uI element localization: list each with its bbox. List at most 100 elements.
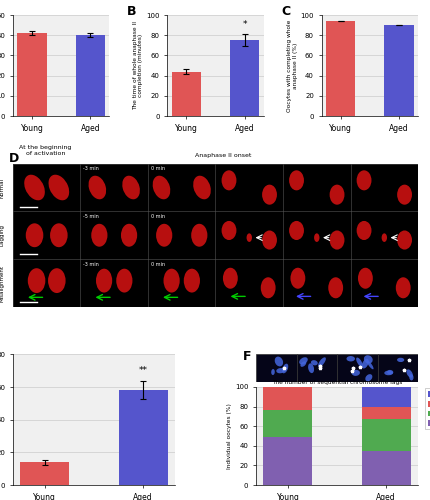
Ellipse shape (300, 362, 306, 367)
Bar (147, 212, 215, 259)
Ellipse shape (317, 358, 325, 367)
Ellipse shape (24, 174, 45, 201)
Bar (80, 212, 147, 259)
Ellipse shape (289, 221, 303, 240)
Ellipse shape (96, 268, 112, 292)
Ellipse shape (310, 360, 317, 366)
Text: **: ** (138, 366, 147, 375)
Ellipse shape (191, 224, 207, 246)
Ellipse shape (357, 268, 372, 288)
Bar (17, 33, 46, 116)
Bar (283, 259, 350, 307)
Bar (255, 354, 296, 382)
Ellipse shape (328, 278, 342, 298)
Ellipse shape (183, 268, 200, 292)
Ellipse shape (307, 364, 313, 373)
Text: Misalignment: Misalignment (0, 264, 5, 302)
Ellipse shape (405, 370, 412, 378)
Ellipse shape (48, 268, 65, 293)
Ellipse shape (329, 184, 344, 204)
Text: Lagging: Lagging (0, 224, 5, 246)
Bar (325, 21, 354, 116)
Text: 0 min: 0 min (150, 166, 164, 172)
Ellipse shape (355, 358, 362, 367)
Ellipse shape (49, 174, 69, 201)
Bar (263, 437, 312, 485)
Ellipse shape (221, 170, 236, 190)
Ellipse shape (290, 268, 304, 288)
Bar (76, 35, 105, 116)
Ellipse shape (356, 221, 371, 240)
Ellipse shape (386, 370, 393, 374)
Ellipse shape (121, 224, 137, 246)
Ellipse shape (289, 170, 303, 190)
Ellipse shape (28, 268, 45, 293)
Bar (361, 420, 410, 450)
Ellipse shape (88, 176, 106, 200)
Bar (361, 450, 410, 485)
Ellipse shape (260, 278, 275, 298)
Text: -3 min: -3 min (83, 262, 98, 267)
Text: -5 min: -5 min (83, 214, 98, 219)
Ellipse shape (356, 170, 371, 190)
Ellipse shape (384, 370, 392, 376)
Title: The number of sequential chromosome lags: The number of sequential chromosome lags (271, 380, 401, 385)
Ellipse shape (396, 184, 411, 204)
Ellipse shape (408, 374, 412, 380)
Legend: 4, 3, 2, 1: 4, 3, 2, 1 (424, 388, 430, 430)
Text: *: * (242, 20, 246, 29)
Ellipse shape (363, 355, 372, 364)
Ellipse shape (193, 176, 210, 200)
Ellipse shape (152, 176, 170, 200)
Ellipse shape (26, 224, 43, 247)
Ellipse shape (381, 234, 386, 242)
Ellipse shape (281, 364, 288, 374)
Ellipse shape (274, 356, 283, 366)
Ellipse shape (329, 230, 344, 250)
Ellipse shape (365, 374, 372, 382)
Ellipse shape (313, 234, 319, 242)
Ellipse shape (261, 230, 276, 250)
Y-axis label: The time of whole anaphase II
completion (minutes): The time of whole anaphase II completion… (132, 21, 143, 110)
Bar (361, 406, 410, 420)
Bar (296, 354, 336, 382)
Bar (13, 259, 80, 307)
Ellipse shape (50, 224, 68, 247)
Bar (215, 164, 283, 212)
Bar (350, 212, 417, 259)
Ellipse shape (351, 370, 359, 376)
Ellipse shape (116, 268, 132, 292)
Ellipse shape (396, 358, 403, 362)
Ellipse shape (221, 221, 236, 240)
Ellipse shape (298, 357, 307, 364)
Bar (80, 259, 147, 307)
Text: D: D (9, 152, 19, 165)
Ellipse shape (156, 224, 172, 246)
Ellipse shape (396, 230, 411, 250)
Bar (147, 164, 215, 212)
Bar (263, 410, 312, 437)
Text: 0 min: 0 min (150, 214, 164, 219)
Bar (13, 212, 80, 259)
Bar (215, 259, 283, 307)
Ellipse shape (246, 234, 252, 242)
Text: 0 min: 0 min (150, 262, 164, 267)
Ellipse shape (361, 358, 368, 368)
Bar (80, 164, 147, 212)
Bar (215, 212, 283, 259)
Ellipse shape (395, 278, 410, 298)
Bar (20, 462, 69, 485)
Text: C: C (280, 5, 289, 18)
Text: F: F (243, 350, 251, 364)
Y-axis label: Oocytes with completing whole
anaphase II (%): Oocytes with completing whole anaphase I… (286, 20, 297, 112)
Ellipse shape (122, 176, 140, 200)
Bar (283, 212, 350, 259)
Bar (384, 25, 413, 116)
Text: At the beginning
of activation: At the beginning of activation (19, 145, 71, 156)
Text: Normal: Normal (0, 178, 5, 198)
Ellipse shape (91, 224, 107, 246)
Bar (147, 259, 215, 307)
Ellipse shape (346, 356, 354, 362)
Bar (377, 354, 417, 382)
Bar (350, 164, 417, 212)
